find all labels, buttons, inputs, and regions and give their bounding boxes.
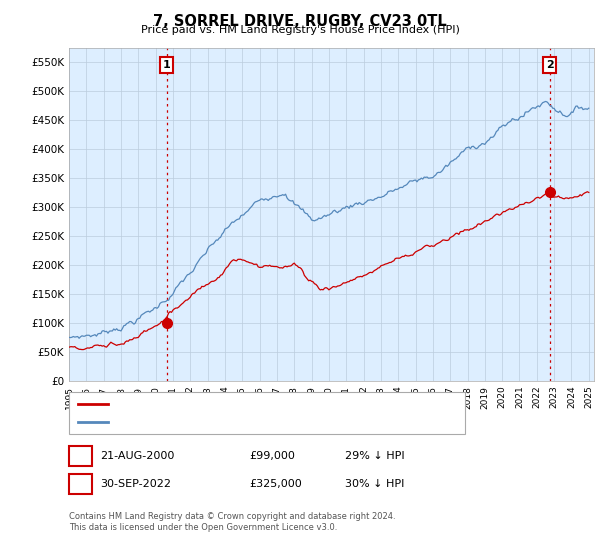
Text: 21-AUG-2000: 21-AUG-2000 [100, 451, 175, 461]
Text: 30% ↓ HPI: 30% ↓ HPI [345, 479, 404, 489]
Text: 1: 1 [77, 451, 84, 461]
Text: 7, SORREL DRIVE, RUGBY, CV23 0TL (detached house): 7, SORREL DRIVE, RUGBY, CV23 0TL (detach… [112, 399, 379, 409]
Text: HPI: Average price, detached house, Rugby: HPI: Average price, detached house, Rugb… [112, 417, 324, 427]
Text: 1: 1 [163, 60, 170, 70]
Text: £99,000: £99,000 [249, 451, 295, 461]
Text: Price paid vs. HM Land Registry's House Price Index (HPI): Price paid vs. HM Land Registry's House … [140, 25, 460, 35]
Text: 2: 2 [77, 479, 84, 489]
Text: 30-SEP-2022: 30-SEP-2022 [100, 479, 171, 489]
Text: £325,000: £325,000 [249, 479, 302, 489]
Text: 2: 2 [546, 60, 554, 70]
Text: 29% ↓ HPI: 29% ↓ HPI [345, 451, 404, 461]
Text: 7, SORREL DRIVE, RUGBY, CV23 0TL: 7, SORREL DRIVE, RUGBY, CV23 0TL [153, 14, 447, 29]
Text: Contains HM Land Registry data © Crown copyright and database right 2024.
This d: Contains HM Land Registry data © Crown c… [69, 512, 395, 532]
